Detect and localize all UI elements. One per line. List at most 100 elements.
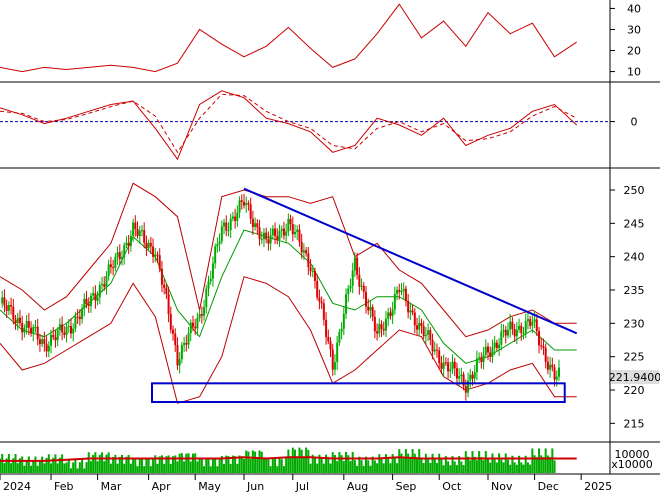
candle-body [258, 227, 261, 240]
candle-body [518, 325, 521, 330]
candle-body [36, 326, 39, 340]
candle-body [43, 339, 46, 344]
candle-body [67, 326, 70, 328]
candle-body [198, 314, 201, 318]
candle-body [489, 352, 492, 357]
candle-body [331, 349, 334, 370]
volume-bar [518, 455, 521, 473]
volume-bar [140, 457, 143, 473]
volume-bar [34, 456, 37, 473]
candle-body [460, 374, 463, 377]
candle-body [396, 289, 399, 294]
candle-body [180, 345, 183, 360]
volume-bar [444, 456, 447, 473]
candle-body [218, 241, 221, 244]
candle-body [12, 306, 15, 320]
y-tick-label: 220 [624, 384, 645, 397]
candle-body [25, 321, 28, 328]
volume-bar [504, 453, 507, 473]
volume-bar [260, 451, 263, 473]
volume-bar [163, 463, 166, 473]
volume-bar [191, 453, 194, 473]
volume-bar [231, 455, 234, 473]
candle-body [183, 343, 186, 346]
candle-body [549, 364, 552, 370]
volume-bar [223, 463, 226, 473]
candle-body [422, 326, 425, 337]
volume-bar [509, 464, 512, 473]
x-tick-label: Jul [295, 480, 309, 493]
candle-body [322, 303, 325, 320]
candle-body [220, 226, 223, 242]
candle-body [76, 316, 79, 318]
candle-body [402, 288, 405, 292]
candle-body [249, 204, 252, 219]
candle-body [487, 346, 489, 353]
candle-body [132, 222, 135, 236]
candle-body [65, 326, 68, 335]
volume-bar [278, 457, 281, 473]
volume-bar [387, 458, 390, 473]
candle-body [391, 309, 394, 317]
volume-bar [420, 458, 423, 473]
candle-body [176, 345, 179, 366]
volume-bar [61, 454, 64, 473]
volume-ma-line [0, 456, 577, 462]
candle-body [287, 218, 290, 232]
candle-body [112, 267, 115, 269]
volume-bar [384, 454, 387, 473]
candle-body [72, 328, 75, 334]
volume-bar [220, 456, 223, 473]
candle-body [96, 297, 99, 301]
candle-body [371, 307, 374, 317]
volume-bar [513, 462, 516, 473]
volume-bar [54, 454, 57, 473]
volume-bar [493, 459, 496, 473]
y-tick-label: 245 [624, 217, 645, 230]
volume-bar [154, 455, 157, 473]
volume-bar [342, 461, 345, 473]
candle-body [276, 236, 279, 240]
volume-bar [447, 461, 450, 473]
volume-bar [112, 457, 115, 473]
volume-bar [327, 457, 330, 473]
volume-bar [529, 464, 532, 473]
y-tick-label: 40 [627, 2, 641, 15]
volume-bar [123, 463, 126, 473]
candle-body [254, 223, 257, 227]
volume-bar [360, 460, 363, 473]
candle-body [214, 246, 217, 264]
candle-body [431, 339, 434, 352]
volume-bar [540, 455, 543, 473]
y-tick-label: 10 [627, 66, 641, 79]
volume-bar [331, 452, 334, 473]
candle-body [475, 358, 478, 373]
volume-bar [378, 454, 381, 473]
candle-body [504, 329, 507, 336]
volume-bar [85, 462, 88, 473]
candle-body [453, 361, 456, 369]
candle-body [98, 285, 101, 298]
volume-bar [36, 465, 39, 473]
volume-bar [289, 456, 292, 473]
volume-bar [440, 458, 443, 473]
candle-body [365, 291, 367, 307]
volume-bar [12, 458, 15, 473]
volume-bar [398, 449, 401, 473]
candle-body [143, 230, 146, 243]
macd-line [0, 90, 578, 161]
volume-bar [438, 453, 441, 473]
candle-body [327, 336, 330, 342]
volume-bar [336, 461, 339, 473]
candle-body [555, 376, 558, 380]
volume-bar [134, 457, 137, 473]
candle-body [484, 346, 487, 355]
volume-bar [87, 452, 90, 473]
volume-bar [382, 463, 385, 473]
volume-bar [147, 457, 150, 473]
volume-bar [178, 453, 181, 473]
candle-body [455, 368, 458, 379]
candle-body [138, 230, 141, 236]
